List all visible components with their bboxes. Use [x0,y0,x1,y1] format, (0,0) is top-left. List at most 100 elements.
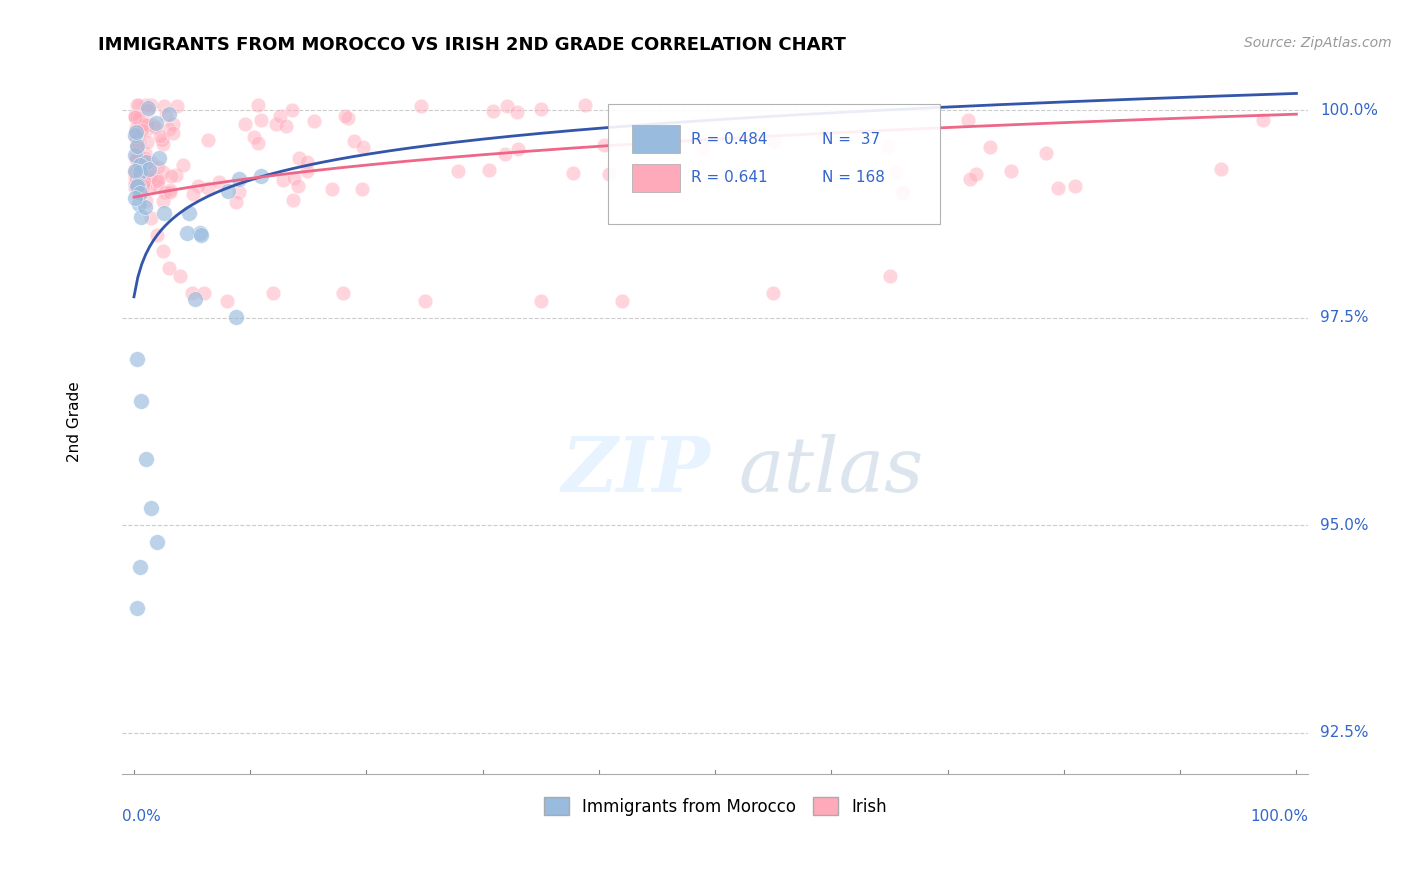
Text: 92.5%: 92.5% [1320,725,1368,740]
Point [129,210,152,224]
Point [879,268,901,283]
Point [172,158,194,172]
Point [127,178,149,193]
Point [153,186,176,200]
Point [124,164,146,178]
Text: IMMIGRANTS FROM MOROCCO VS IRISH 2ND GRADE CORRELATION CHART: IMMIGRANTS FROM MOROCCO VS IRISH 2ND GRA… [98,36,846,54]
Point [127,161,149,175]
Text: N =  37: N = 37 [823,132,880,146]
Point [127,145,149,159]
Point [179,206,201,220]
Point [956,113,979,128]
Point [138,117,160,131]
Text: 100.0%: 100.0% [1320,103,1378,118]
Point [146,173,169,187]
Point [132,154,155,169]
Point [146,172,169,186]
Point [129,182,152,196]
Point [337,111,360,125]
Point [530,103,553,117]
Point [506,142,529,156]
Point [283,170,305,185]
Point [447,164,470,178]
Point [152,194,174,208]
Point [262,285,284,300]
Point [152,244,174,259]
Point [128,112,150,126]
Point [129,169,152,184]
Point [190,227,212,242]
Point [146,227,169,242]
Point [228,185,250,199]
Point [135,194,157,209]
Point [208,176,231,190]
Point [169,268,191,283]
Point [141,98,163,112]
Point [138,165,160,179]
Point [134,152,156,166]
Point [143,174,166,188]
Point [332,285,354,300]
Point [574,97,596,112]
Point [124,110,146,124]
Point [124,169,146,184]
Point [166,99,188,113]
Point [413,293,436,308]
Point [187,179,209,194]
Point [159,183,181,197]
Point [264,117,287,131]
Point [148,152,170,166]
Point [138,162,160,177]
Point [1209,162,1232,177]
Point [197,180,219,194]
Point [246,136,269,151]
Point [132,179,155,194]
Point [132,174,155,188]
Point [125,150,148,164]
Point [125,98,148,112]
Point [762,135,785,149]
Text: 2nd Grade: 2nd Grade [67,381,83,462]
Text: 97.5%: 97.5% [1320,310,1368,325]
Point [132,117,155,131]
Point [598,167,620,181]
Point [153,206,176,220]
Point [188,227,211,241]
Point [127,140,149,154]
Point [269,109,291,123]
Point [160,169,183,184]
Point [135,451,157,466]
Point [1251,113,1274,128]
Point [141,155,163,169]
Point [127,125,149,139]
Point [159,107,181,121]
Point [128,136,150,150]
Point [128,169,150,184]
Point [250,112,273,127]
Point [641,168,664,182]
Point [125,140,148,154]
Point [884,164,907,178]
Point [184,292,207,306]
Point [246,98,269,112]
Text: ZIP: ZIP [561,434,710,508]
Point [129,165,152,179]
Point [134,123,156,137]
Point [129,185,152,199]
Point [127,130,149,145]
Point [127,178,149,193]
Point [136,118,159,132]
Point [128,165,150,179]
Point [125,125,148,139]
Point [891,185,914,199]
Point [124,129,146,144]
Point [125,121,148,136]
Point [162,117,184,131]
Point [965,167,987,181]
Point [145,178,167,192]
Point [146,161,169,175]
Point [149,129,172,144]
Point [124,127,146,141]
Point [124,191,146,205]
Point [165,168,187,182]
